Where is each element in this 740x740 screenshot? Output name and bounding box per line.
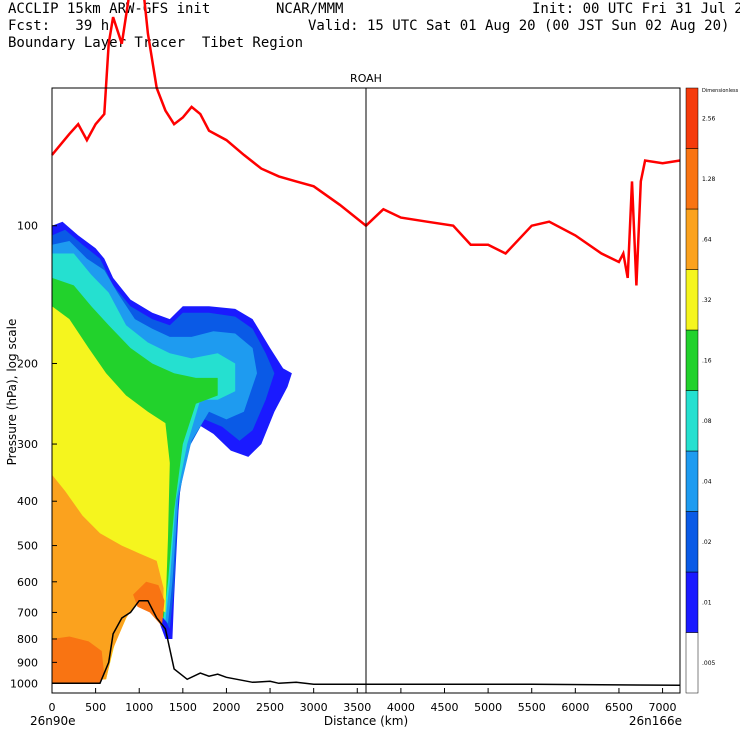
header-line2-right: Valid: 15 UTC Sat 01 Aug 20 (00 JST Sun … <box>308 18 730 34</box>
header-line3-left: Boundary Layer Tracer Tibet Region <box>8 35 304 51</box>
x-tick-label: 3000 <box>300 701 328 714</box>
colorbar-swatch <box>685 632 699 694</box>
x-tick-label: 6000 <box>561 701 589 714</box>
x-tick-label: 4500 <box>431 701 459 714</box>
tracer-fills <box>52 221 292 684</box>
colorbar: .005 .01 .02 .04 .08 .16 .32 .64 1.28 2.56 Dimensi… <box>685 87 739 694</box>
y-tick-label: 1000 <box>10 677 38 690</box>
tracer-region-p64-6 <box>52 474 164 684</box>
colorbar-swatch <box>685 148 699 210</box>
x-tick-label: 4000 <box>387 701 415 714</box>
chart-title: ROAH <box>350 72 382 85</box>
x-tick-label: 7000 <box>649 701 677 714</box>
colorbar-label: .01 <box>702 599 712 606</box>
x-axis: 0 500 1000 1500 2000 2500 3000 3500 4000 4500 5000… <box>49 688 677 714</box>
colorbar-label: 1.28 <box>702 176 716 183</box>
x-tick-label: 5000 <box>474 701 502 714</box>
colorbar-label: 2.56 <box>702 115 716 122</box>
y-tick-label: 800 <box>17 633 38 646</box>
colorbar-swatch <box>685 87 699 149</box>
x-tick-label: 2500 <box>256 701 284 714</box>
header-line2-left: Fcst: 39 h <box>8 18 110 34</box>
colorbar-label: .64 <box>702 236 712 243</box>
colorbar-label: .08 <box>702 418 712 425</box>
x-axis-label: Distance (km) <box>324 714 408 728</box>
y-tick-label: 300 <box>17 438 38 451</box>
tracer-region-1p28-7 <box>52 636 105 684</box>
x-tick-label: 6500 <box>605 701 633 714</box>
plot-frame <box>51 87 681 694</box>
colorbar-swatch <box>685 329 699 391</box>
x-end-label-left: 26n90e <box>30 714 76 728</box>
colorbar-swatch <box>685 571 699 633</box>
x-tick-label: 500 <box>85 701 106 714</box>
header-line1-left: ACCLIP 15km ARW-GFS init <box>8 1 211 17</box>
colorbar-swatch <box>685 390 699 452</box>
y-tick-label: 500 <box>17 540 38 553</box>
colorbar-label: .005 <box>702 660 716 667</box>
x-tick-label: 3500 <box>343 701 371 714</box>
y-tick-label: 600 <box>17 576 38 589</box>
colorbar-label: .04 <box>702 478 712 485</box>
data-lines <box>51 0 681 693</box>
tropopause-line <box>51 0 681 286</box>
y-axis-label: Pressure (hPa), log scale <box>5 319 19 466</box>
x-tick-label: 0 <box>49 701 56 714</box>
x-tick-label: 1500 <box>169 701 197 714</box>
colorbar-title: Dimensionless <box>702 88 739 94</box>
colorbar-swatch <box>685 511 699 573</box>
y-tick-label: 700 <box>17 606 38 619</box>
header-line1-right: Init: 00 UTC Fri 31 Jul 20 <box>532 1 740 17</box>
x-end-label-right: 26n166e <box>629 714 682 728</box>
y-tick-label: 900 <box>17 656 38 669</box>
colorbar-swatch <box>685 208 699 270</box>
header-line1-mid: NCAR/MMM <box>276 1 344 17</box>
y-tick-label: 400 <box>17 495 38 508</box>
colorbar-swatch <box>685 450 699 512</box>
colorbar-swatch <box>685 269 699 331</box>
y-tick-label: 200 <box>17 357 38 370</box>
colorbar-label: .02 <box>702 539 712 546</box>
colorbar-label: .16 <box>702 357 712 364</box>
y-axis: 100 200 300 400 500 600 700 800 900 1000 <box>10 220 57 690</box>
y-tick-label: 100 <box>17 220 38 233</box>
x-tick-label: 5500 <box>518 701 546 714</box>
colorbar-label: .32 <box>702 297 712 304</box>
x-tick-label: 2000 <box>212 701 240 714</box>
terrain-line <box>52 599 681 687</box>
x-tick-label: 1000 <box>125 701 153 714</box>
